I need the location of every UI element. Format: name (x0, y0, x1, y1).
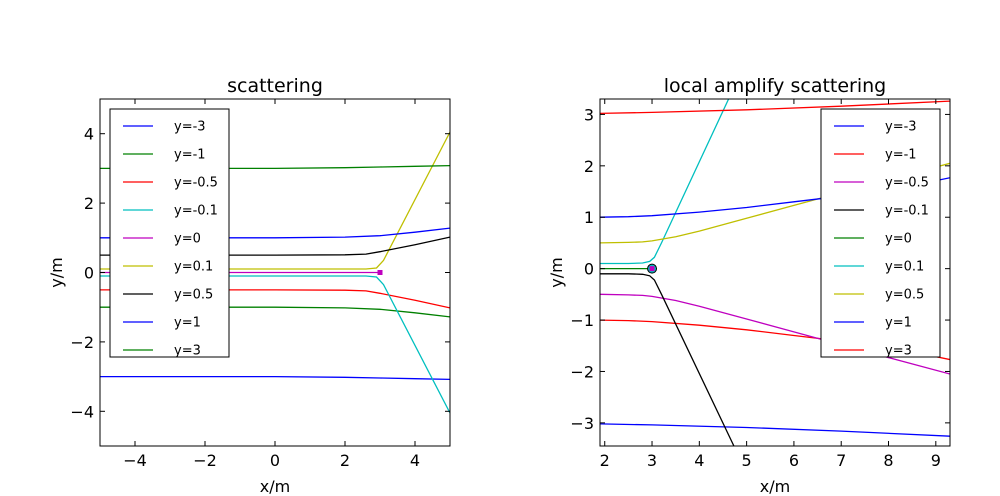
y-axis-label: y/m (47, 257, 66, 287)
legend-label: y=-3 (174, 120, 206, 135)
axes-frame (599, 98, 951, 447)
x-tick-label: 9 (931, 451, 941, 470)
legend-label: y=3 (174, 344, 201, 359)
legend-label: y=-1 (174, 148, 206, 163)
scatter-point-marker (377, 270, 383, 275)
chart-title: local amplify scattering (664, 75, 887, 97)
y-tick-label: 1 (584, 208, 594, 227)
y-tick-label: 0 (84, 264, 94, 283)
series-line-4 (100, 275, 450, 414)
x-axis-label: x/m (760, 477, 790, 496)
legend-label: y=-0.1 (174, 204, 218, 219)
scatter-point-marker (649, 266, 655, 272)
y-tick-label: −2 (570, 362, 594, 381)
x-tick-label: 4 (694, 451, 704, 470)
legend: y=-3 y=-1 y=-0.5 y=-0.1 y=0 y=0.1 y=0.5 y=1 y=3 (820, 108, 941, 359)
y-tick-label: 4 (84, 125, 94, 144)
x-tick-label: 7 (836, 451, 846, 470)
y-tick-label: −4 (70, 402, 94, 421)
series-line-6 (600, 99, 730, 265)
legend-label: y=-1 (885, 148, 917, 163)
x-tick-label: 0 (270, 451, 280, 470)
y-tick-label: 3 (584, 105, 594, 124)
legend-label: y=-0.1 (885, 204, 929, 219)
legend-label: y=3 (885, 344, 912, 359)
y-tick-label: 0 (584, 260, 594, 279)
series-line-9 (600, 100, 950, 115)
legend-box (109, 108, 230, 358)
series-line-1 (100, 375, 450, 381)
series-line-4 (600, 273, 735, 446)
legend-label: y=-0.5 (885, 176, 929, 191)
legend-label: y=1 (174, 316, 201, 331)
x-tick-label: −4 (123, 451, 147, 470)
legend-label: y=0.1 (885, 260, 924, 275)
legend-box (820, 108, 941, 358)
y-tick-label: 2 (584, 157, 594, 176)
legend-label: y=0.5 (885, 288, 924, 303)
chart-title: scattering (227, 75, 323, 97)
legend-label: y=0 (885, 232, 912, 247)
x-axis-label: x/m (260, 477, 290, 496)
x-tick-label: 8 (883, 451, 893, 470)
legend-label: y=1 (885, 316, 912, 331)
chart-1: scattering−4 −2 0 2 4−4−2024x/my/my=-3y=-1y=… (47, 75, 451, 496)
x-tick-label: 2 (600, 451, 610, 470)
y-tick-label: −1 (570, 311, 594, 330)
series-line-1 (600, 423, 950, 437)
y-axis-label: y/m (547, 257, 566, 287)
legend-label: y=0.1 (174, 260, 213, 275)
chart-2: local amplify scattering 2 3 4 5 6 7 8 9 −3 −2 −1 0 1… (547, 75, 951, 496)
x-tick-label: 5 (742, 451, 752, 470)
legend-label: y=0.5 (174, 288, 213, 303)
x-tick-label: 4 (410, 451, 420, 470)
x-tick-label: 2 (340, 451, 350, 470)
y-tick-label: −2 (70, 333, 94, 352)
x-tick-label: −2 (193, 451, 217, 470)
x-tick-label: 6 (789, 451, 799, 470)
legend: y=-3 y=-1 y=-0.5 y=-0.1 y=0 y=0.1 y=0.5 y=1 y=3 (109, 108, 230, 359)
x-tick-label: 3 (647, 451, 657, 470)
legend-label: y=-3 (885, 120, 917, 135)
legend-label: y=0 (174, 232, 201, 247)
series-line-6 (100, 131, 450, 270)
legend-label: y=-0.5 (174, 176, 218, 191)
y-tick-label: 2 (84, 194, 94, 213)
y-tick-label: −3 (570, 414, 594, 433)
